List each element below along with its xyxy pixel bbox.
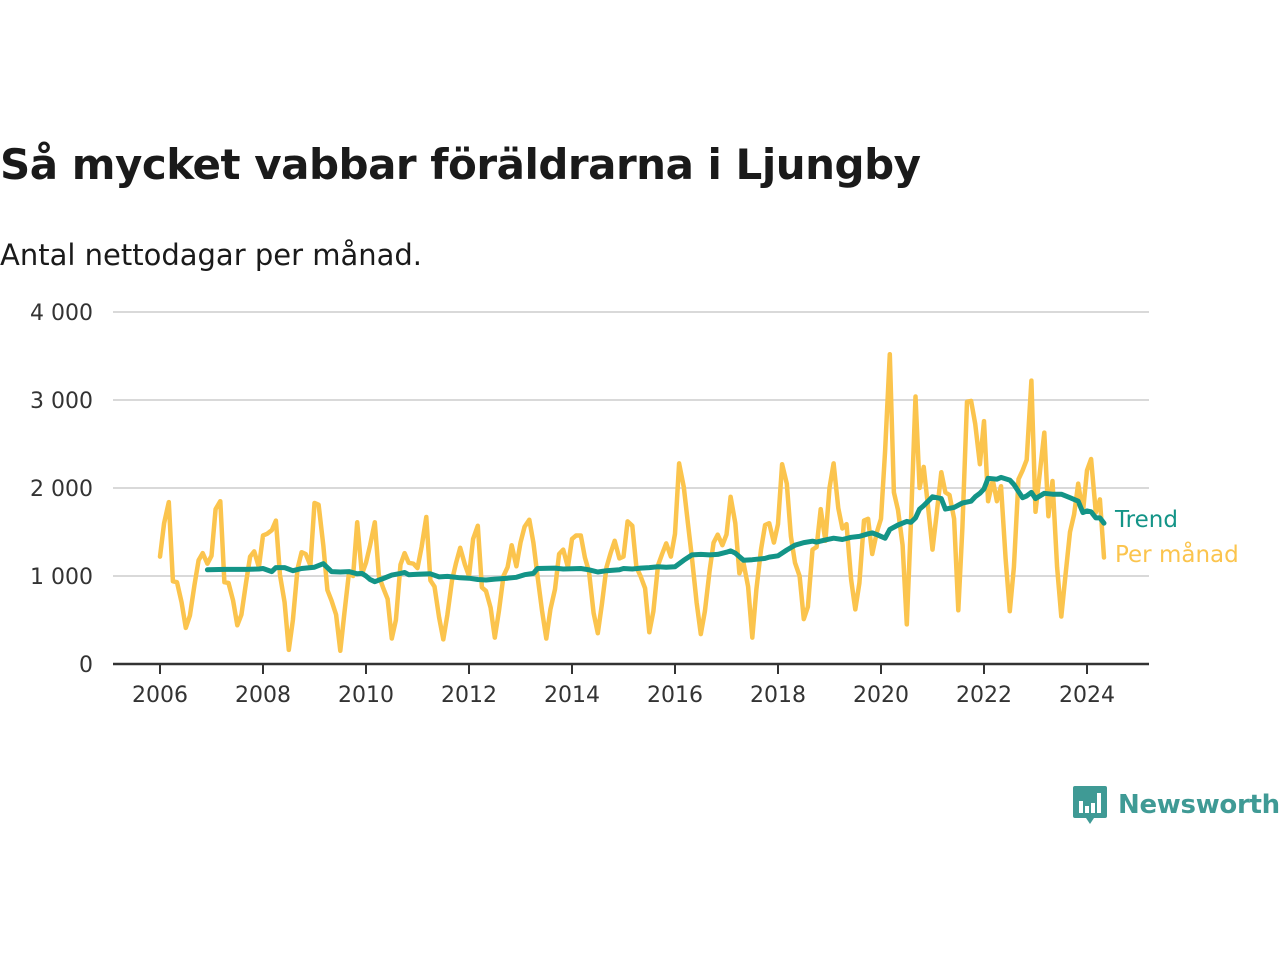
newsworthy-brand[interactable]: Newsworthy <box>1072 784 1280 826</box>
x-tick-label: 2008 <box>235 683 291 708</box>
series-lines <box>157 351 1107 654</box>
x-tick-label: 2022 <box>956 683 1012 708</box>
series-label-per-manad: Per månad <box>1115 540 1239 568</box>
y-axis-tick-labels: 0 1 000 2 000 3 000 4 000 <box>30 301 93 678</box>
y-tick-label: 0 <box>79 653 93 678</box>
series-labels: Per månad Trend <box>1114 507 1239 568</box>
x-tick-label: 2010 <box>338 683 394 708</box>
y-tick-label: 4 000 <box>30 301 93 326</box>
brand-name: Newsworthy <box>1118 790 1280 820</box>
x-tick-label: 2020 <box>853 683 909 708</box>
series-line-per-manad <box>157 351 1107 654</box>
x-tick-label: 2012 <box>441 683 497 708</box>
y-tick-label: 2 000 <box>30 477 93 502</box>
y-tick-label: 3 000 <box>30 389 93 414</box>
x-tick-label: 2006 <box>132 683 188 708</box>
gridlines <box>113 311 1149 577</box>
y-tick-label: 1 000 <box>30 565 93 590</box>
newsworthy-logo-icon <box>1073 786 1107 824</box>
chart-title: Så mycket vabbar föräldrarna i Ljungby <box>0 140 921 189</box>
chart-subtitle: Antal nettodagar per månad. <box>0 238 423 272</box>
x-tick-label: 2016 <box>647 683 703 708</box>
series-label-trend: Trend <box>1114 507 1178 533</box>
x-tick-label: 2024 <box>1059 683 1115 708</box>
x-tick-label: 2014 <box>544 683 600 708</box>
x-axis: 2006 2008 2010 2012 2014 2016 2018 2020 2022 2024 <box>113 662 1149 708</box>
x-tick-label: 2018 <box>750 683 806 708</box>
series-line-trend <box>204 474 1107 585</box>
